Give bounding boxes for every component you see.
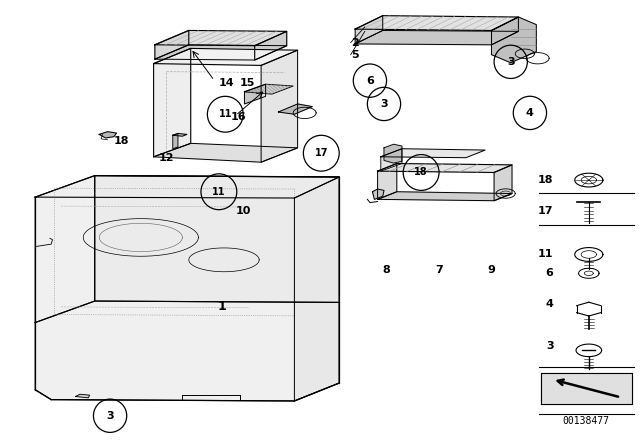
Text: 18: 18 xyxy=(114,136,129,146)
Polygon shape xyxy=(155,30,287,46)
Polygon shape xyxy=(494,165,512,201)
Text: 11: 11 xyxy=(212,187,226,197)
Text: 5: 5 xyxy=(351,50,358,60)
Polygon shape xyxy=(278,104,312,114)
Polygon shape xyxy=(294,177,339,401)
Polygon shape xyxy=(154,143,298,162)
Polygon shape xyxy=(378,164,512,172)
Text: 15: 15 xyxy=(240,78,255,88)
Polygon shape xyxy=(355,16,383,44)
Text: 1: 1 xyxy=(218,300,227,314)
Text: 16: 16 xyxy=(230,112,246,122)
Polygon shape xyxy=(154,48,298,65)
Text: 3: 3 xyxy=(380,99,388,109)
Polygon shape xyxy=(244,84,293,94)
Polygon shape xyxy=(155,45,287,60)
Polygon shape xyxy=(35,176,339,198)
Polygon shape xyxy=(372,189,384,199)
Polygon shape xyxy=(492,17,536,63)
Polygon shape xyxy=(244,84,266,104)
Text: 10: 10 xyxy=(236,207,251,216)
Polygon shape xyxy=(381,149,485,158)
Polygon shape xyxy=(381,149,402,171)
Text: 4: 4 xyxy=(546,299,554,309)
Text: 2: 2 xyxy=(351,38,358,47)
Text: 7: 7 xyxy=(435,265,443,275)
Polygon shape xyxy=(35,301,339,401)
Text: 11: 11 xyxy=(218,109,232,119)
Polygon shape xyxy=(261,50,298,162)
Polygon shape xyxy=(155,30,189,59)
Text: 00138477: 00138477 xyxy=(563,416,610,426)
Text: 3: 3 xyxy=(106,411,114,421)
Polygon shape xyxy=(35,176,95,323)
Text: 12: 12 xyxy=(159,153,174,163)
Text: 4: 4 xyxy=(526,108,534,118)
Polygon shape xyxy=(154,48,191,157)
Polygon shape xyxy=(99,132,116,138)
Polygon shape xyxy=(76,394,90,398)
Polygon shape xyxy=(355,16,518,30)
Text: 18: 18 xyxy=(538,175,554,185)
Text: 9: 9 xyxy=(488,265,495,275)
Polygon shape xyxy=(378,192,512,201)
Polygon shape xyxy=(378,164,397,199)
Text: 11: 11 xyxy=(538,250,554,259)
Text: 3: 3 xyxy=(546,341,554,351)
Text: 6: 6 xyxy=(546,268,554,278)
Polygon shape xyxy=(255,31,287,60)
Text: 6: 6 xyxy=(366,76,374,86)
Text: 18: 18 xyxy=(414,168,428,177)
Polygon shape xyxy=(355,30,518,45)
Polygon shape xyxy=(173,134,178,149)
Polygon shape xyxy=(541,373,632,404)
Text: 17: 17 xyxy=(538,207,554,216)
Text: 17: 17 xyxy=(314,148,328,158)
Text: 8: 8 xyxy=(383,265,390,275)
Polygon shape xyxy=(492,17,518,45)
Polygon shape xyxy=(95,176,339,302)
Polygon shape xyxy=(384,144,402,163)
Text: 3: 3 xyxy=(507,57,515,67)
Text: 14: 14 xyxy=(219,78,234,88)
Polygon shape xyxy=(173,134,187,136)
